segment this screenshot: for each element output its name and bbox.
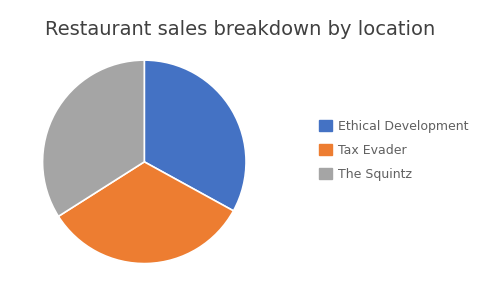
Wedge shape — [58, 162, 233, 264]
Wedge shape — [144, 60, 245, 211]
Legend: Ethical Development, Tax Evader, The Squintz: Ethical Development, Tax Evader, The Squ… — [312, 113, 474, 187]
Text: Restaurant sales breakdown by location: Restaurant sales breakdown by location — [45, 20, 435, 39]
Wedge shape — [43, 60, 144, 216]
